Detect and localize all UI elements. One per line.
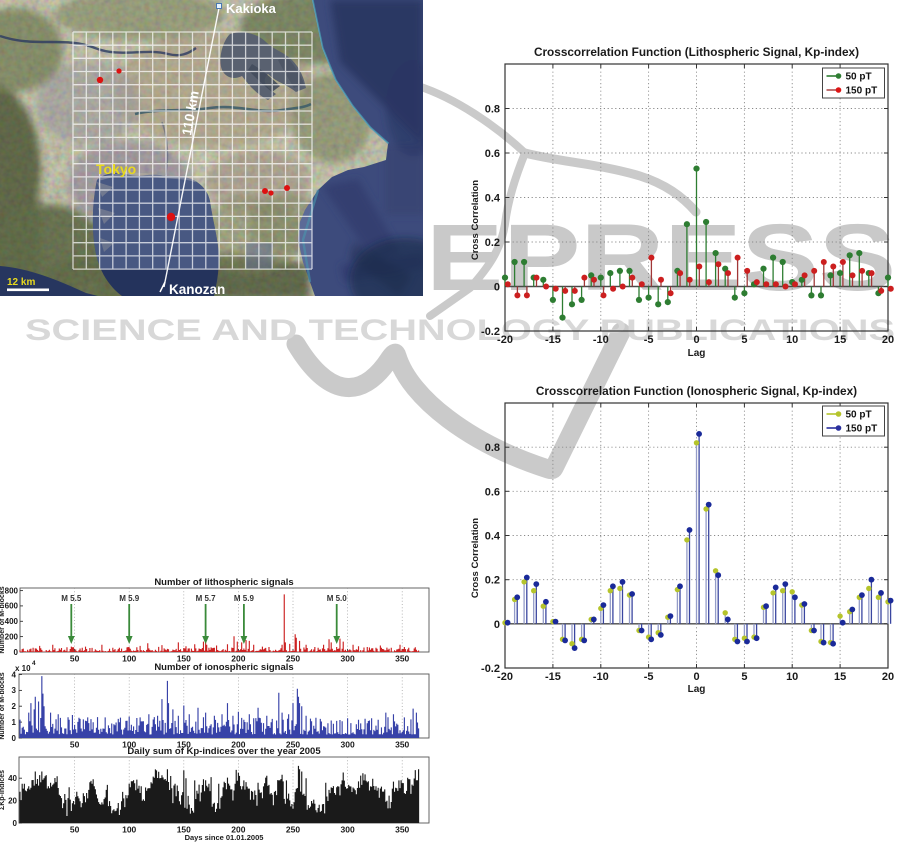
- svg-text:200: 200: [231, 654, 245, 664]
- svg-text:400: 400: [5, 617, 19, 626]
- svg-text:20: 20: [882, 671, 894, 683]
- svg-text:4: 4: [32, 660, 36, 667]
- svg-text:300: 300: [341, 825, 355, 835]
- svg-text:20: 20: [882, 334, 894, 346]
- svg-text:50 pT: 50 pT: [846, 410, 872, 421]
- svg-text:0: 0: [494, 282, 500, 294]
- svg-text:350: 350: [395, 654, 409, 664]
- svg-text:Crosscorrelation Function (Ion: Crosscorrelation Function (Ionospheric S…: [536, 384, 857, 398]
- svg-text:-10: -10: [593, 671, 609, 683]
- svg-text:M 5.7: M 5.7: [196, 594, 217, 603]
- svg-text:Kakioka: Kakioka: [226, 1, 277, 16]
- svg-text:150: 150: [177, 654, 191, 664]
- svg-text:100: 100: [122, 654, 136, 664]
- svg-text:M 5.9: M 5.9: [119, 594, 140, 603]
- svg-text:Tokyo: Tokyo: [96, 161, 136, 177]
- svg-text:0: 0: [693, 334, 699, 346]
- svg-text:5: 5: [741, 334, 747, 346]
- svg-text:15: 15: [834, 334, 846, 346]
- svg-text:-0.2: -0.2: [481, 326, 500, 338]
- svg-text:0.2: 0.2: [485, 575, 500, 587]
- svg-text:Lag: Lag: [688, 684, 706, 695]
- svg-text:x 10: x 10: [15, 664, 31, 673]
- svg-text:Number of M-blocks: Number of M-blocks: [0, 586, 6, 653]
- svg-text:-20: -20: [497, 334, 513, 346]
- svg-text:100: 100: [122, 740, 136, 750]
- svg-text:Crosscorrelation Function (Lit: Crosscorrelation Function (Lithospheric …: [534, 45, 859, 59]
- svg-text:300: 300: [341, 654, 355, 664]
- svg-text:-5: -5: [644, 334, 654, 346]
- svg-text:200: 200: [5, 632, 19, 641]
- svg-text:20: 20: [8, 796, 17, 805]
- svg-text:M 5.5: M 5.5: [61, 594, 82, 603]
- svg-text:0.2: 0.2: [485, 237, 500, 249]
- svg-text:-10: -10: [593, 334, 609, 346]
- svg-text:-15: -15: [545, 671, 561, 683]
- svg-text:10: 10: [786, 334, 798, 346]
- svg-text:M 5.0: M 5.0: [327, 594, 348, 603]
- svg-text:1: 1: [12, 718, 17, 727]
- svg-text:350: 350: [395, 825, 409, 835]
- svg-text:EPRESS: EPRESS: [426, 205, 896, 311]
- svg-text:M 5.9: M 5.9: [234, 594, 255, 603]
- svg-text:Daily sum of Kp-indices over t: Daily sum of Kp-indices over the year 20…: [127, 746, 321, 757]
- svg-text:40: 40: [8, 774, 17, 783]
- svg-text:0.4: 0.4: [485, 531, 501, 543]
- svg-text:0: 0: [13, 819, 18, 828]
- svg-text:Cross Correlation: Cross Correlation: [470, 180, 481, 260]
- svg-text:0.8: 0.8: [485, 104, 500, 116]
- svg-text:12 km: 12 km: [7, 277, 35, 288]
- svg-text:50: 50: [70, 740, 80, 750]
- svg-text:15: 15: [834, 671, 846, 683]
- svg-text:5: 5: [741, 671, 747, 683]
- svg-text:Days since 01.01.2005: Days since 01.01.2005: [185, 833, 264, 842]
- svg-text:50: 50: [70, 654, 80, 664]
- svg-text:800: 800: [5, 586, 19, 595]
- svg-text:100: 100: [122, 825, 136, 835]
- svg-text:0: 0: [693, 671, 699, 683]
- svg-text:250: 250: [286, 654, 300, 664]
- svg-text:150: 150: [177, 740, 191, 750]
- svg-text:Number of ionospheric signals: Number of ionospheric signals: [154, 662, 293, 673]
- svg-text:-5: -5: [644, 671, 654, 683]
- svg-text:200: 200: [231, 825, 245, 835]
- svg-text:Lag: Lag: [688, 348, 706, 359]
- svg-text:Cross Correlation: Cross Correlation: [470, 518, 481, 598]
- svg-text:ΣKp-indices: ΣKp-indices: [0, 770, 6, 810]
- svg-text:250: 250: [286, 825, 300, 835]
- svg-text:Number of lithospheric signals: Number of lithospheric signals: [154, 577, 293, 588]
- svg-text:150 pT: 150 pT: [846, 86, 878, 97]
- svg-text:Kanozan: Kanozan: [169, 282, 225, 297]
- svg-text:0.6: 0.6: [485, 486, 500, 498]
- svg-text:0.8: 0.8: [485, 442, 500, 454]
- svg-text:0.4: 0.4: [485, 193, 501, 205]
- svg-text:-0.2: -0.2: [481, 663, 500, 675]
- svg-text:0: 0: [14, 648, 19, 657]
- svg-text:10: 10: [786, 671, 798, 683]
- svg-text:50 pT: 50 pT: [846, 72, 872, 83]
- svg-text:0.6: 0.6: [485, 148, 500, 160]
- svg-text:150 pT: 150 pT: [846, 424, 878, 435]
- svg-text:-15: -15: [545, 334, 561, 346]
- svg-text:2: 2: [12, 702, 17, 711]
- svg-text:Number of M-blocks: Number of M-blocks: [0, 672, 6, 739]
- svg-text:200: 200: [231, 740, 245, 750]
- svg-text:600: 600: [5, 602, 19, 611]
- svg-text:150: 150: [177, 825, 191, 835]
- svg-text:0: 0: [494, 619, 500, 631]
- svg-text:50: 50: [70, 825, 80, 835]
- svg-text:3: 3: [12, 686, 17, 695]
- svg-text:250: 250: [286, 740, 300, 750]
- svg-text:-20: -20: [497, 671, 513, 683]
- svg-text:350: 350: [395, 740, 409, 750]
- svg-text:0: 0: [12, 734, 17, 743]
- svg-text:300: 300: [341, 740, 355, 750]
- svg-text:4: 4: [12, 670, 17, 679]
